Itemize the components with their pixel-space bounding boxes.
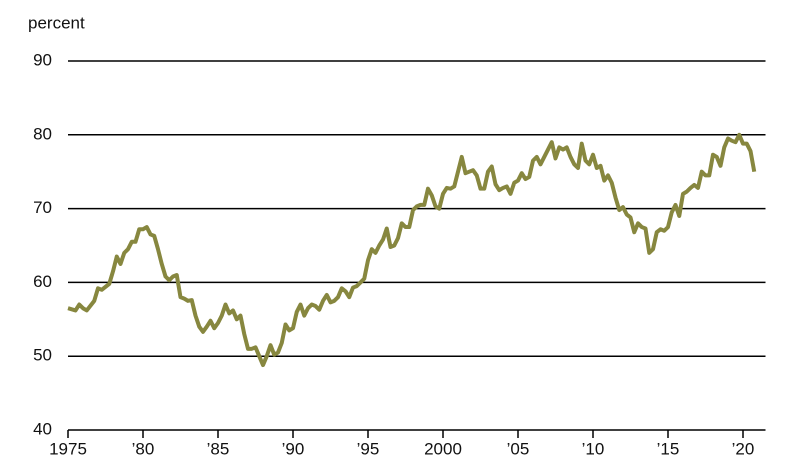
- y-tick-label: 60: [33, 272, 52, 291]
- x-tick-label: 1975: [49, 439, 87, 458]
- x-tick-label: ’15: [657, 439, 680, 458]
- data-line: [67, 132, 757, 368]
- x-tick-label: ’95: [357, 439, 380, 458]
- x-tick-label: ’90: [282, 439, 305, 458]
- y-tick-label: 40: [33, 419, 52, 438]
- x-tick-label: ’10: [582, 439, 605, 458]
- x-tick-label: ’05: [507, 439, 530, 458]
- x-tick-label: 2000: [424, 439, 462, 458]
- y-axis-label: percent: [28, 13, 85, 32]
- y-tick-label: 90: [33, 50, 52, 69]
- x-tick-label: ’85: [207, 439, 230, 458]
- y-tick-label: 50: [33, 346, 52, 365]
- y-tick-label: 80: [33, 124, 52, 143]
- x-tick-label: ’80: [132, 439, 155, 458]
- x-tick-label: ’20: [732, 439, 755, 458]
- y-tick-label: 70: [33, 198, 52, 217]
